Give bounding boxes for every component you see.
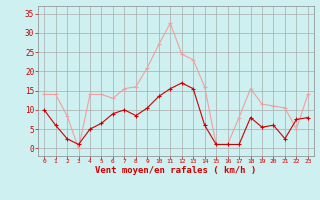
X-axis label: Vent moyen/en rafales ( km/h ): Vent moyen/en rafales ( km/h ) (95, 166, 257, 175)
